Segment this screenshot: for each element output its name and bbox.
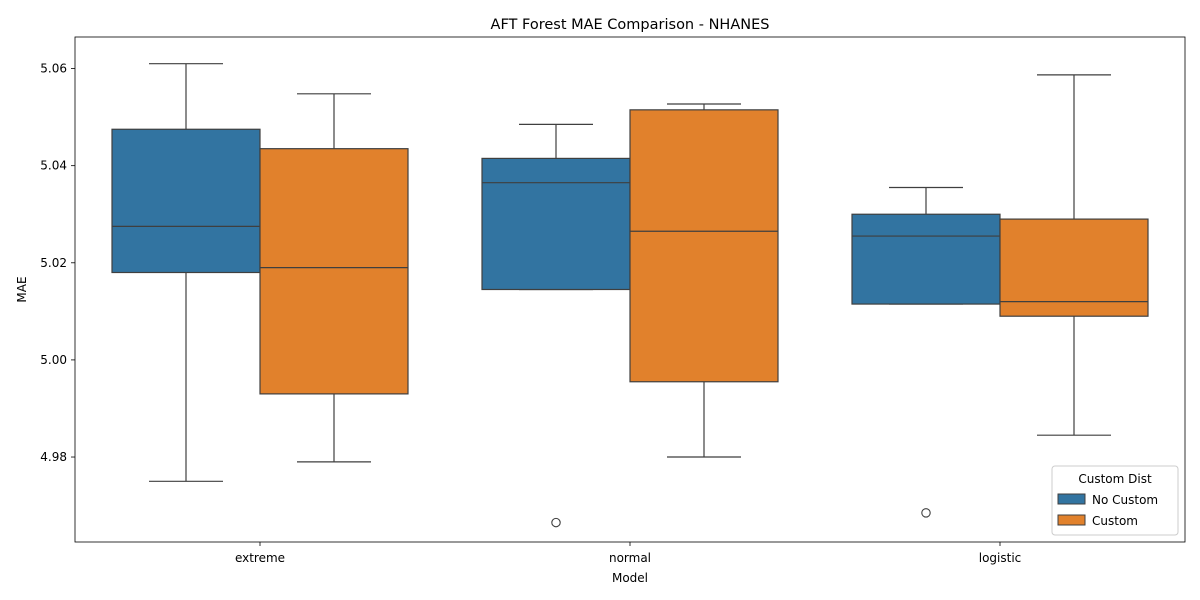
legend-swatch <box>1057 514 1086 526</box>
chart-title: AFT Forest MAE Comparison - NHANES <box>491 17 770 33</box>
box-logistic-custom <box>999 74 1149 436</box>
iqr-box <box>259 148 409 395</box>
y-tick-label: 5.04 <box>40 159 67 173</box>
legend-swatch <box>1057 493 1086 505</box>
box-logistic-no-custom <box>851 186 1001 518</box>
iqr-box <box>851 213 1001 305</box>
box-extreme-no-custom <box>111 63 261 482</box>
y-tick-label: 5.00 <box>40 353 67 367</box>
x-axis: extreme normal logistic <box>235 542 1021 565</box>
outlier-point <box>921 508 931 518</box>
iqr-box <box>629 109 779 383</box>
y-tick-label: 5.06 <box>40 62 67 76</box>
legend: Custom Dist No Custom Custom <box>1051 465 1179 536</box>
legend-title: Custom Dist <box>1078 472 1152 486</box>
box-extreme-custom <box>259 93 409 463</box>
y-tick-label: 4.98 <box>40 450 67 464</box>
iqr-box <box>111 128 261 274</box>
legend-entry: Custom <box>1092 514 1138 528</box>
outlier-point <box>551 517 561 528</box>
box-normal-custom <box>629 103 779 458</box>
box-normal-no-custom <box>481 123 631 528</box>
plot-area <box>111 63 1149 528</box>
y-axis: 4.98 5.00 5.02 5.04 5.06 <box>40 62 75 464</box>
legend-entry: No Custom <box>1092 493 1158 507</box>
iqr-box <box>481 157 631 291</box>
y-tick-label: 5.02 <box>40 256 67 270</box>
x-tick-label: logistic <box>979 551 1022 565</box>
x-axis-label: Model <box>612 571 648 585</box>
x-tick-label: extreme <box>235 551 285 565</box>
iqr-box <box>999 218 1149 317</box>
x-tick-label: normal <box>609 551 651 565</box>
y-axis-label: MAE <box>15 276 29 302</box>
